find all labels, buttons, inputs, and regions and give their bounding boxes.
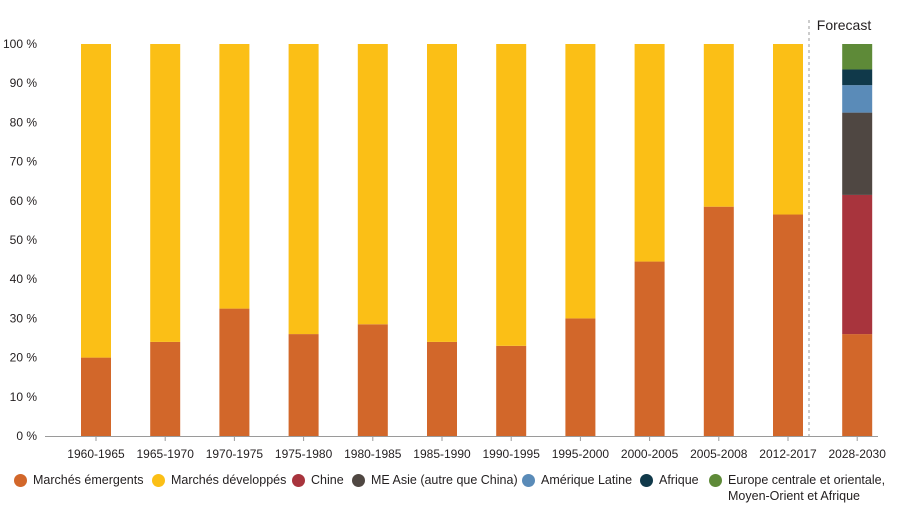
bar-segment: [703, 44, 734, 207]
bar-segment: [565, 44, 596, 319]
x-tick-label: 1970-1975: [206, 447, 264, 461]
bar-segment: [565, 318, 596, 436]
x-tick-label: 2000-2005: [621, 447, 679, 461]
bar-segment: [81, 357, 111, 436]
bar-segment: [219, 308, 250, 436]
x-tick-label: 1980-1985: [344, 447, 402, 461]
x-tick-label: 1985-1990: [413, 447, 471, 461]
y-tick-label: 80 %: [10, 115, 38, 129]
legend-label: ME Asie (autre que China): [371, 473, 518, 487]
y-tick-label: 40 %: [10, 272, 38, 286]
legend-item: Marchés émergents: [14, 472, 143, 488]
legend-swatch: [709, 473, 722, 487]
forecast-label: Forecast: [817, 17, 872, 33]
legend-label: Europe centrale et orientale, Moyen-Orie…: [728, 473, 886, 503]
bar-segment: [842, 85, 873, 113]
y-tick-label: 60 %: [10, 194, 38, 208]
x-axis: 1960-1965 1965-1970 1970-1975 1975-1980 1980…: [45, 436, 886, 461]
bar-segment: [842, 334, 873, 436]
x-tick-label: 2028-2030: [829, 447, 887, 461]
x-tick-label: 1975-1980: [275, 447, 333, 461]
x-tick-label: 1990-1995: [483, 447, 541, 461]
y-tick-label: 100 %: [3, 37, 37, 51]
bar-segment: [357, 44, 388, 325]
legend-item: Marchés développés: [152, 472, 286, 488]
bar-segment: [773, 44, 803, 215]
y-tick-label: 50 %: [10, 233, 38, 247]
stacked-bar-chart: 0 % 10 % 20 % 30 % 40 % 50 % 60 % 70 % 80 % 90 % 1…: [3, 17, 886, 461]
y-tick-label: 20 %: [10, 351, 38, 365]
bar-segment: [496, 44, 527, 346]
bar-segment: [842, 69, 873, 86]
y-tick-label: 0 %: [16, 429, 37, 443]
legend-item: Afrique: [640, 472, 699, 488]
legend-label: Chine: [311, 473, 344, 487]
x-tick-label: 1995-2000: [552, 447, 610, 461]
legend-label: Afrique: [659, 473, 699, 487]
legend-swatch: [352, 473, 365, 487]
bar-segment: [288, 44, 319, 335]
bar-segment: [357, 324, 388, 436]
bar-segment: [634, 261, 665, 436]
legend: Marchés émergents Marchés développés Chine…: [14, 472, 894, 517]
bar-segment: [150, 44, 181, 342]
bar-segment: [150, 341, 181, 436]
legend-swatch: [14, 473, 27, 487]
bar-segment: [219, 44, 250, 309]
y-tick-label: 10 %: [10, 390, 38, 404]
legend-label: Amérique Latine: [541, 473, 633, 487]
y-tick-label: 30 %: [10, 311, 38, 325]
bar-segment: [81, 44, 111, 358]
y-tick-label: 70 %: [10, 155, 38, 169]
legend-item: Amérique Latine: [522, 472, 632, 488]
bar-segment: [842, 112, 873, 195]
bar-segment: [427, 341, 457, 436]
bar-segment: [842, 44, 873, 70]
bar-segment: [288, 334, 319, 436]
legend-item: Chine: [292, 472, 344, 488]
bar-segment: [773, 214, 803, 436]
x-tick-label: 1965-1970: [137, 447, 195, 461]
legend-item: ME Asie (autre que China): [352, 472, 518, 488]
legend-swatch: [640, 473, 653, 487]
legend-label: Marchés développés: [171, 473, 287, 487]
legend-item: Europe centrale et orientale, Moyen-Orie…: [709, 472, 885, 504]
legend-swatch: [522, 473, 535, 487]
x-tick-label: 2005-2008: [690, 447, 748, 461]
x-tick-label: 2012-2017: [759, 447, 817, 461]
x-tick-label: 1960-1965: [67, 447, 125, 461]
y-tick-label: 90 %: [10, 76, 38, 90]
bar-segment: [427, 44, 457, 342]
y-axis: 0 % 10 % 20 % 30 % 40 % 50 % 60 % 70 % 80 % 90 % 1…: [3, 37, 37, 443]
bars: [81, 44, 873, 436]
legend-swatch: [292, 473, 305, 487]
bar-segment: [496, 345, 527, 436]
legend-label: Marchés émergents: [33, 473, 144, 487]
legend-swatch: [152, 473, 165, 487]
bar-segment: [842, 194, 873, 335]
bar-segment: [634, 44, 665, 262]
bar-segment: [703, 206, 734, 436]
